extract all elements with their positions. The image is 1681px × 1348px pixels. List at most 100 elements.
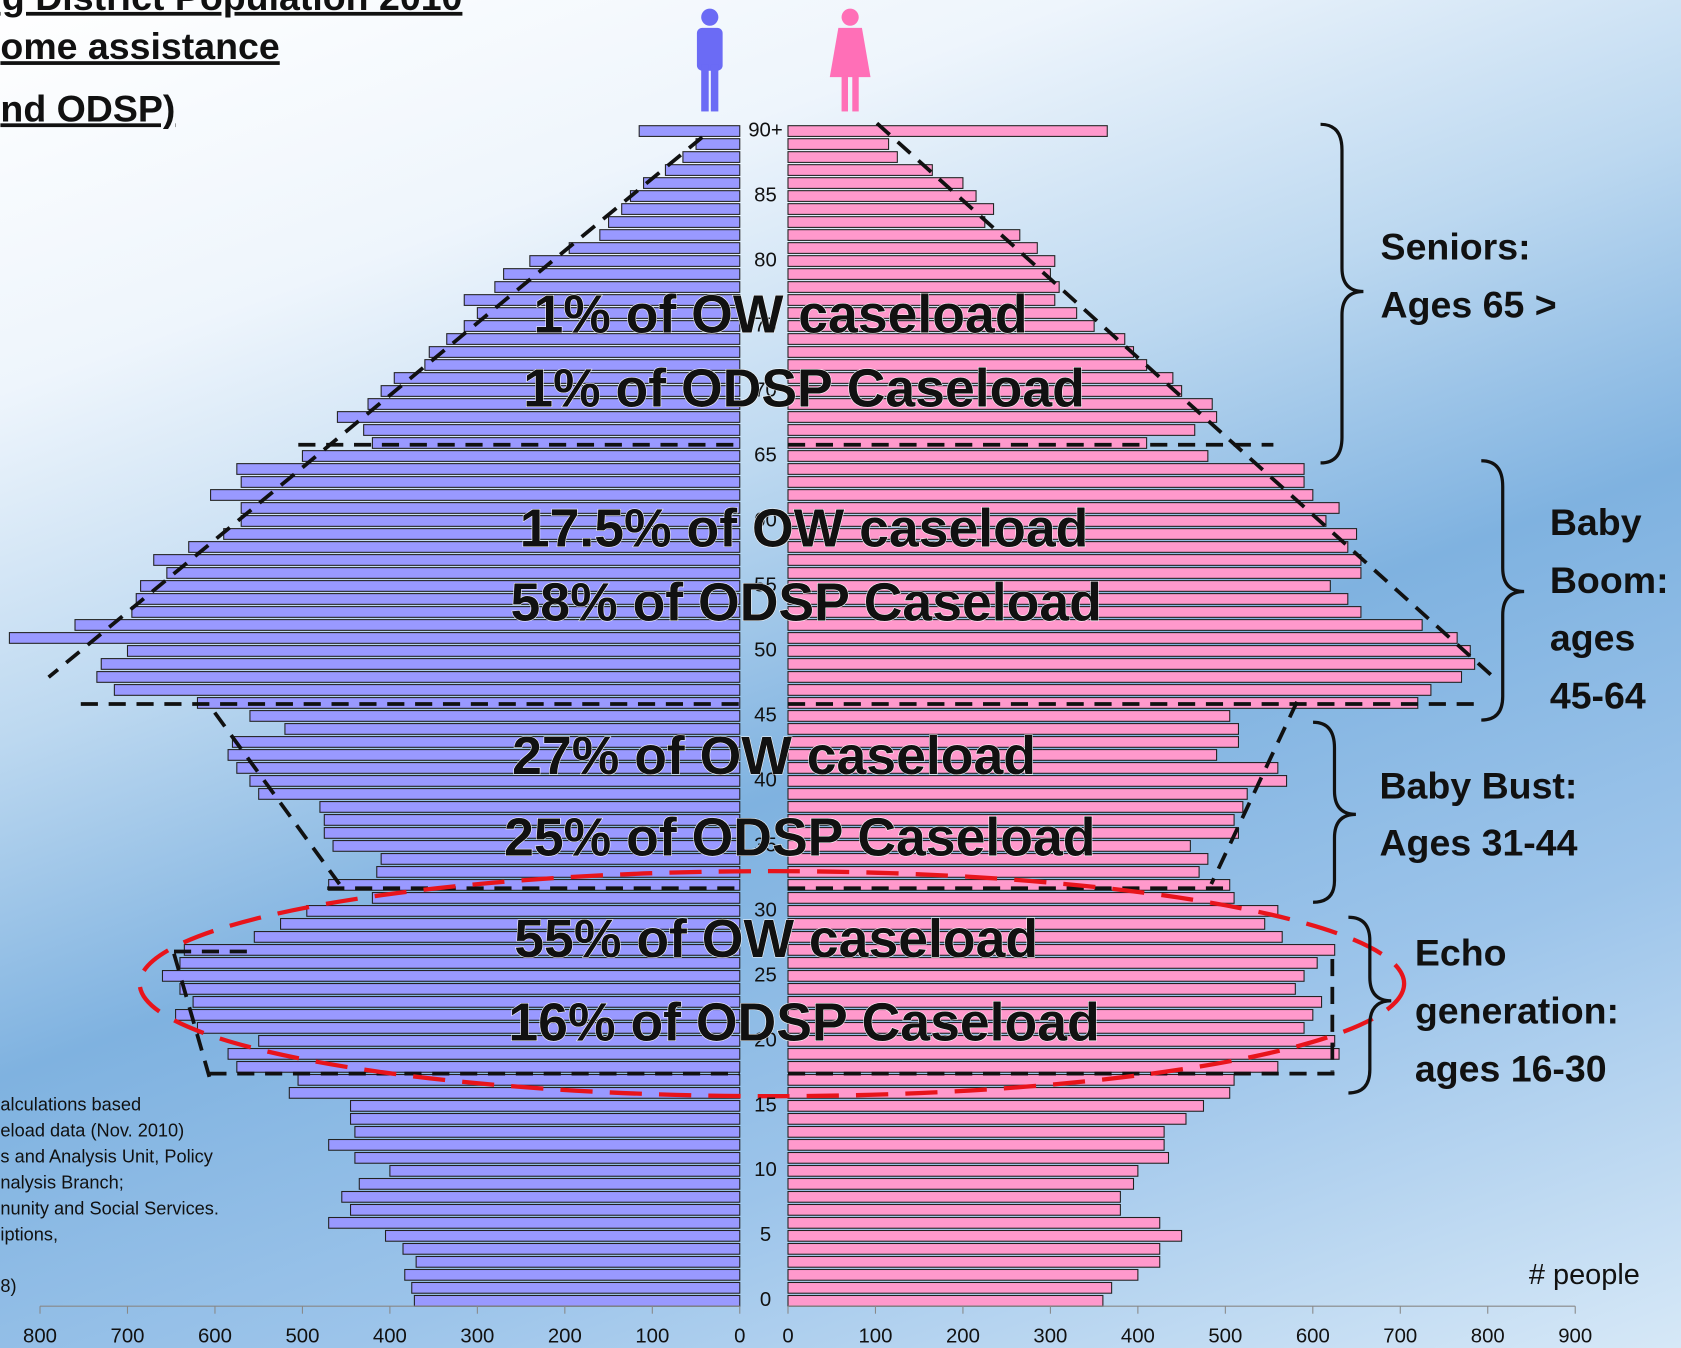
bar (787, 1216, 1161, 1229)
x-tick-label: 700 (1383, 1326, 1417, 1348)
bar (787, 502, 1340, 514)
bar (787, 593, 1349, 605)
bar (787, 905, 1279, 917)
bar (787, 333, 1126, 345)
bar (227, 749, 741, 761)
bar (787, 840, 1191, 852)
bar (787, 775, 1288, 787)
bar (349, 1112, 741, 1125)
bar (787, 1229, 1183, 1242)
bar (787, 1138, 1165, 1151)
bar (126, 645, 741, 657)
bar (787, 1009, 1314, 1021)
bar (319, 801, 741, 813)
bar (413, 1294, 741, 1307)
bar (787, 1112, 1187, 1125)
bar (787, 450, 1209, 462)
bar (210, 489, 741, 501)
source-note: s and Analysis Unit, Policy (0, 1147, 213, 1167)
bar (787, 281, 1060, 293)
bar (166, 567, 741, 579)
bar (787, 970, 1305, 982)
annotation: 27% of OW caseload (512, 727, 1036, 786)
bar (328, 1138, 741, 1151)
bar (664, 164, 741, 176)
bar (787, 749, 1218, 761)
bar (787, 801, 1244, 813)
x-axis-label: # people (1529, 1259, 1640, 1291)
group-label: Ages 31-44 (1379, 821, 1577, 863)
x-tick-label: 600 (1296, 1326, 1330, 1348)
group-label: Seniors: (1381, 226, 1531, 268)
bar (787, 814, 1235, 826)
x-tick-label: 400 (1121, 1326, 1155, 1348)
bar (787, 203, 995, 215)
bar (428, 346, 741, 358)
bar (695, 138, 741, 150)
bar (284, 723, 741, 735)
bar (787, 957, 1318, 969)
bar (787, 255, 1056, 267)
bar (787, 645, 1471, 657)
male-icon (696, 8, 723, 112)
bar (608, 216, 741, 228)
bar (787, 619, 1423, 631)
bar (787, 1073, 1235, 1086)
bar (463, 294, 741, 306)
bar (787, 567, 1362, 579)
bar (787, 515, 1327, 527)
source-note: iptions, (0, 1224, 58, 1244)
bar (787, 580, 1331, 592)
bar (787, 671, 1463, 683)
bar (787, 138, 890, 150)
x-tick-label: 800 (23, 1326, 57, 1348)
bar (301, 450, 741, 462)
annotation: 55% of OW caseload (514, 910, 1038, 969)
bar (787, 1255, 1161, 1268)
bar (175, 1009, 741, 1021)
bar (787, 216, 986, 228)
bar (643, 177, 741, 189)
bar (323, 814, 741, 826)
age-label: 20 (754, 1029, 777, 1051)
source-note: alculations based (0, 1095, 141, 1115)
female-icon (829, 8, 871, 112)
bar (682, 151, 741, 163)
bar (787, 463, 1305, 475)
bar (787, 1125, 1165, 1138)
group-label: Boom: (1550, 559, 1669, 601)
age-label: 15 (754, 1094, 777, 1116)
bar (161, 970, 741, 982)
bar (236, 1060, 741, 1073)
age-label: 75 (754, 314, 777, 336)
bar (787, 996, 1323, 1008)
bar (494, 281, 741, 293)
bar (188, 541, 741, 553)
annotation: 16% of ODSP Caseload (508, 994, 1099, 1053)
x-tick-label: 900 (1558, 1326, 1592, 1348)
bar (787, 827, 1240, 839)
bar (787, 788, 1248, 800)
group-label: 45-64 (1550, 675, 1646, 717)
bar (787, 242, 1038, 254)
age-label: 60 (754, 509, 777, 531)
x-tick-label: 500 (285, 1326, 319, 1348)
age-label: 40 (754, 769, 777, 791)
x-tick-label: 200 (548, 1326, 582, 1348)
bar (354, 1151, 741, 1164)
group-label: Baby (1550, 501, 1642, 543)
bar (787, 346, 1135, 358)
bar (787, 476, 1305, 488)
bar (787, 892, 1235, 904)
bar (787, 424, 1196, 436)
bar (529, 255, 741, 267)
x-tick-label: 100 (858, 1326, 892, 1348)
bar (787, 632, 1458, 644)
bar (787, 320, 1095, 332)
bar (231, 736, 741, 748)
bar (787, 1099, 1205, 1112)
age-label: 35 (754, 834, 777, 856)
bar (463, 320, 741, 332)
bar (787, 658, 1476, 670)
